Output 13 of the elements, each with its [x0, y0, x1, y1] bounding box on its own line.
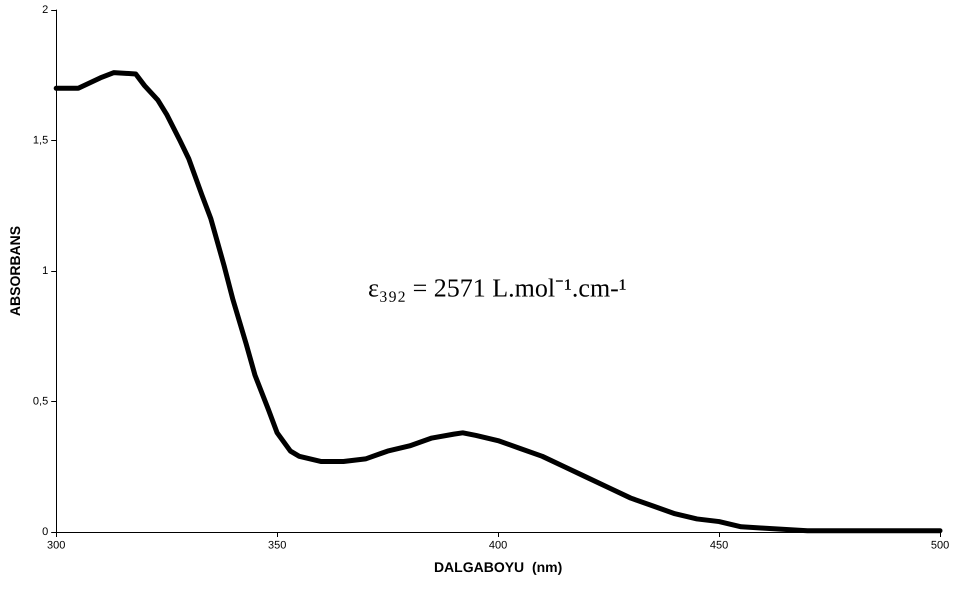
- y-tick-label: 2: [42, 4, 48, 16]
- x-tick-label: 350: [268, 540, 286, 552]
- x-tick-label: 300: [47, 540, 66, 552]
- y-tick-label: 0,5: [32, 396, 48, 408]
- annotation: ε₃₉₂ = 2571 L.mol⁻¹.cm-¹: [368, 274, 627, 302]
- x-tick-label: 500: [930, 540, 950, 552]
- x-axis-title: DALGABOYU (nm): [434, 559, 562, 575]
- x-tick-label: 450: [710, 540, 728, 552]
- y-tick-label: 0: [42, 526, 48, 538]
- x-tick-label: 400: [488, 540, 508, 552]
- y-tick-label: 1: [42, 265, 48, 277]
- y-axis-title: ABSORBANS: [7, 226, 23, 316]
- y-tick-label: 1,5: [32, 134, 48, 146]
